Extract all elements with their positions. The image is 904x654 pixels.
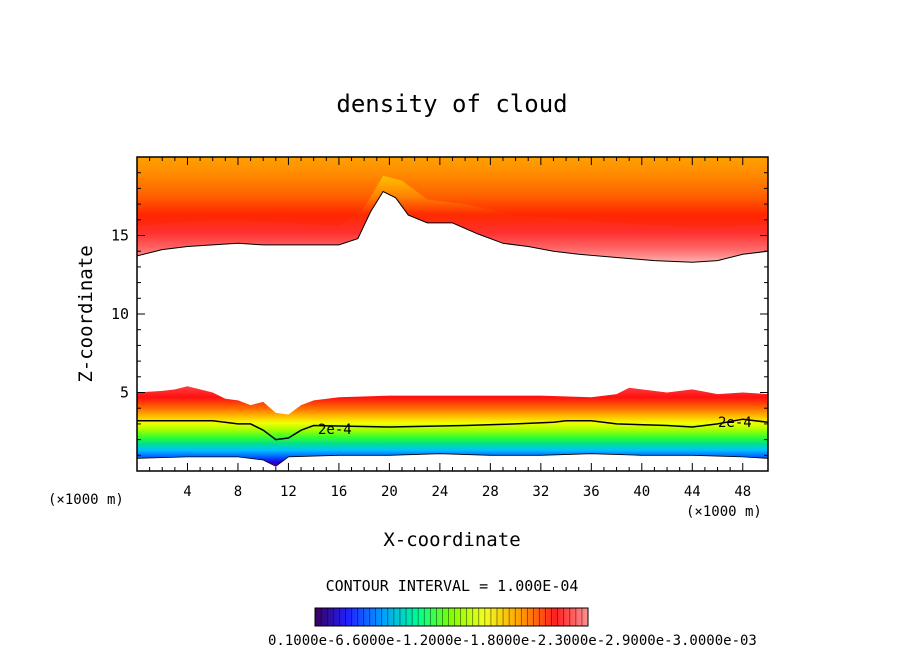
y-axis-label: Z-coordinate: [75, 245, 97, 382]
y-tick-label: 5: [120, 384, 129, 402]
x-tick-label: 4: [183, 484, 191, 500]
colorbar: [314, 607, 589, 627]
x-tick-label: 28: [482, 484, 499, 500]
x-axis-unit-left: (×1000 m): [48, 492, 124, 508]
colorbar-level-lines: [320, 608, 583, 626]
upper-layer-contour-line: [137, 190, 768, 263]
contour-line-2e-4: [137, 418, 768, 441]
contour-interval-text: CONTOUR INTERVAL = 1.000E-04: [326, 577, 579, 595]
x-tick-label: 8: [234, 484, 242, 500]
contour-label-left: 2e-4: [318, 422, 352, 438]
contour-label-right: 2e-4: [718, 415, 752, 431]
x-tick-label: 48: [734, 484, 751, 500]
x-axis-ticks: 4 8 12 16 20 24 28 32 36 40 44 48: [149, 157, 751, 500]
x-tick-label: 24: [431, 484, 448, 500]
x-tick-label: 36: [583, 484, 600, 500]
y-tick-label: 15: [111, 227, 129, 245]
x-tick-label: 12: [280, 484, 297, 500]
x-axis-unit-right: (×1000 m): [686, 504, 762, 520]
plot-area: [137, 157, 768, 467]
x-tick-label: 20: [381, 484, 398, 500]
lower-layer-contour-line: [137, 453, 768, 467]
upper-cloud-dense-region: [137, 157, 768, 228]
x-tick-label: 40: [633, 484, 650, 500]
colorbar-labels: 0.1000e-6.6000e-1.2000e-1.8000e-2.3000e-…: [268, 633, 757, 649]
y-axis-ticks: 5 10 15: [111, 172, 768, 456]
upper-cloud-layer: [137, 157, 768, 263]
x-tick-label: 16: [330, 484, 347, 500]
x-tick-label: 44: [684, 484, 701, 500]
y-tick-label: 10: [111, 305, 129, 323]
chart-title: density of cloud: [336, 90, 567, 118]
x-tick-label: 32: [532, 484, 549, 500]
x-axis-label: X-coordinate: [383, 529, 520, 551]
